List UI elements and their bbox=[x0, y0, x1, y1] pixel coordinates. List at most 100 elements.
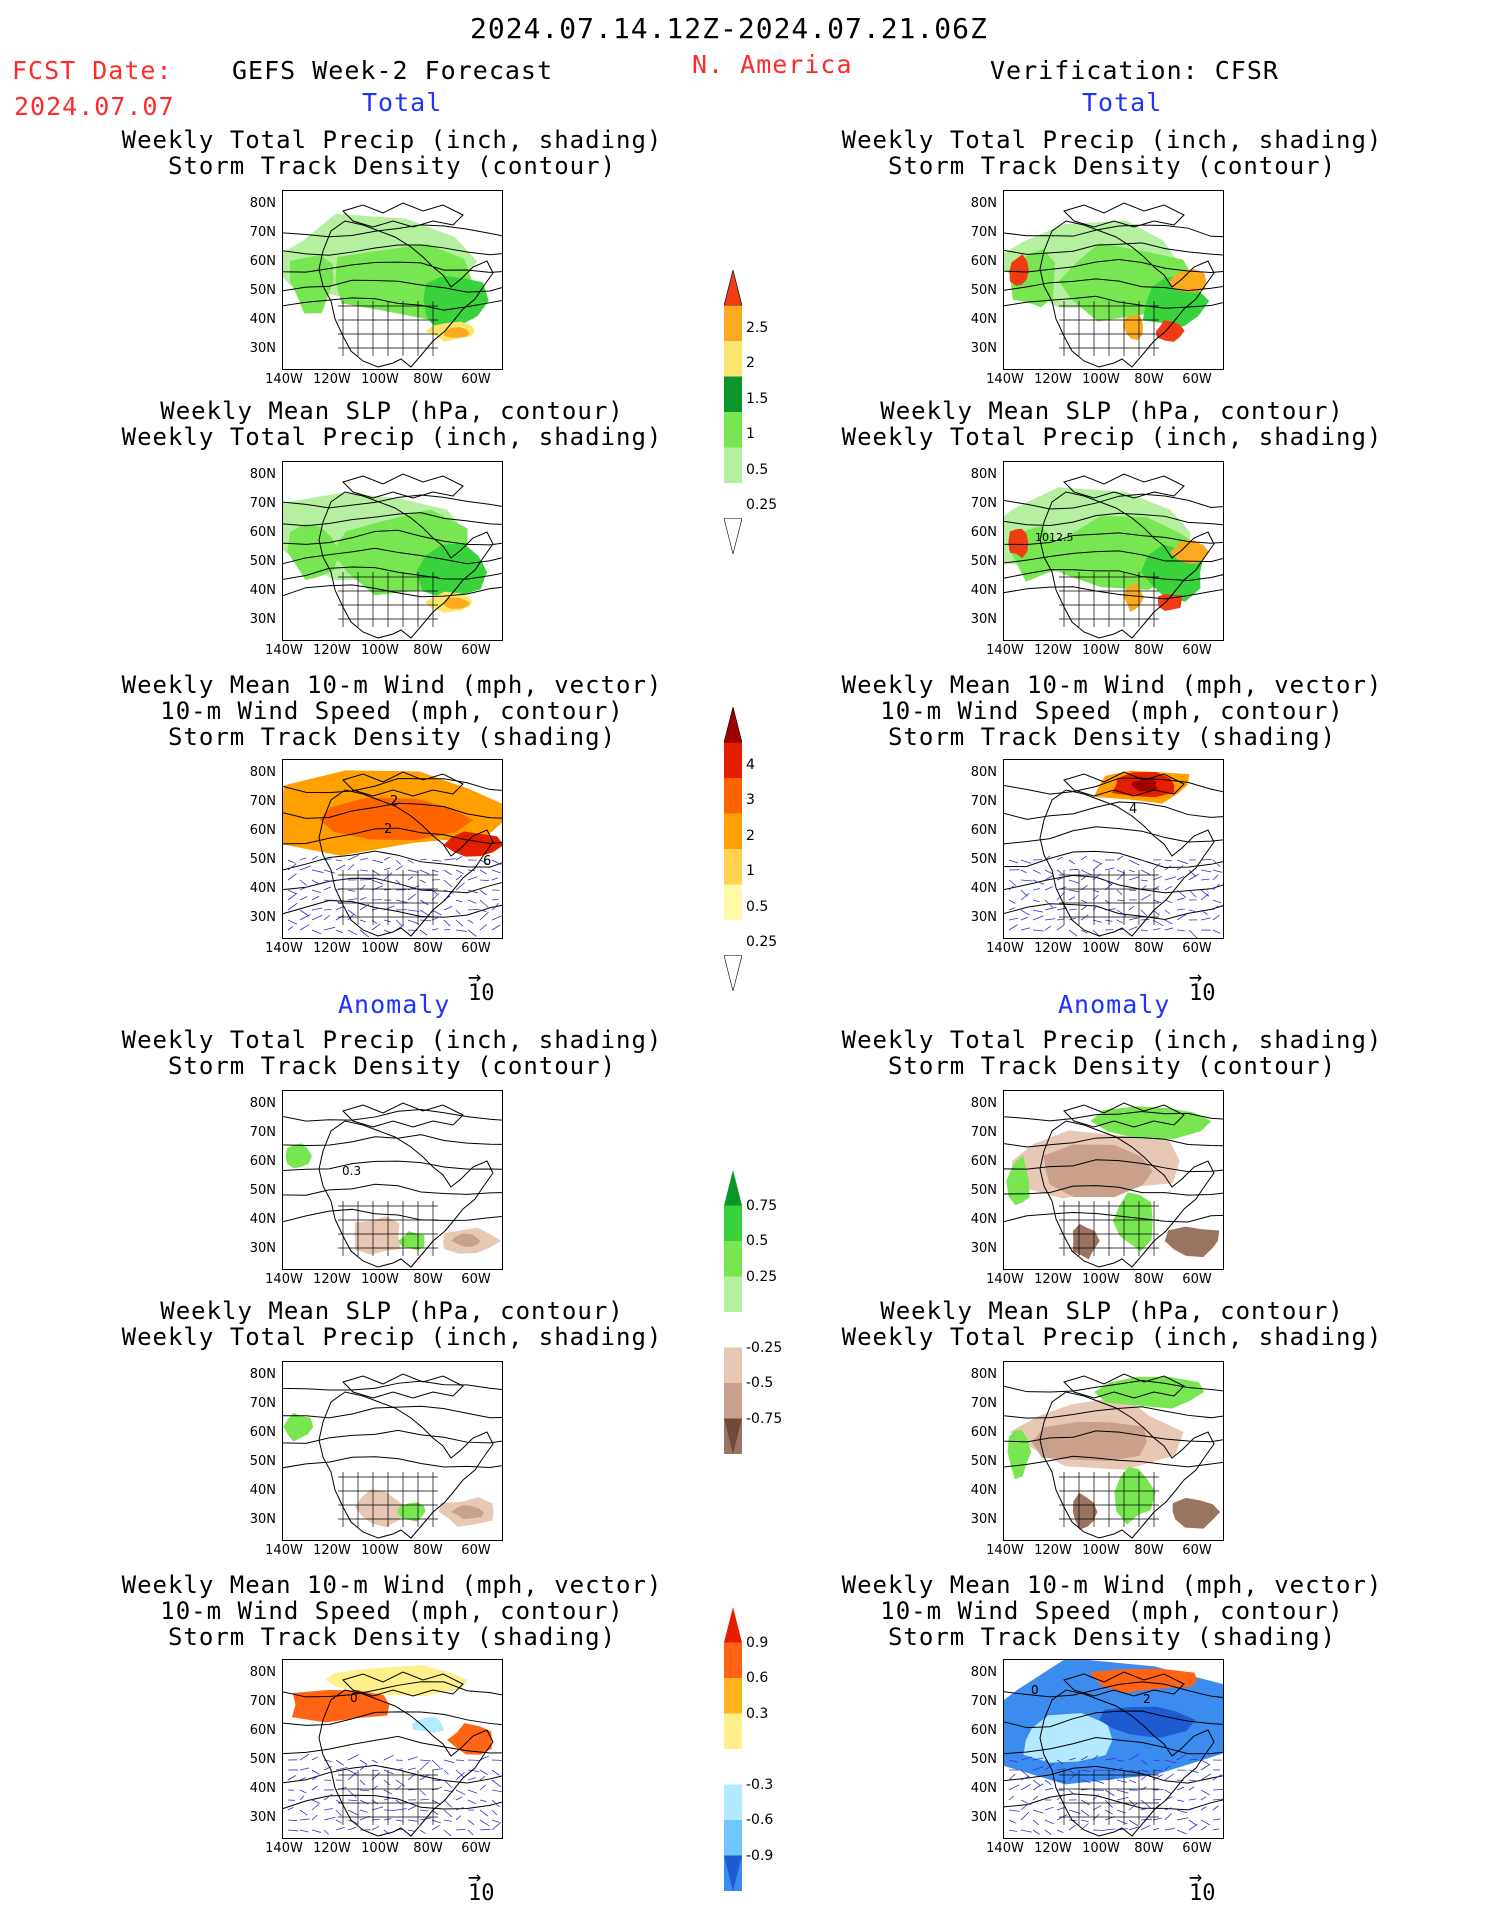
lat-tick-label: 40N bbox=[970, 881, 997, 896]
wind-vector bbox=[1080, 899, 1087, 904]
wind-speed-contour bbox=[1004, 1681, 1223, 1699]
lat-tick-label: 80N bbox=[249, 765, 276, 780]
lon-tick-label: 140W bbox=[265, 372, 303, 387]
wind-vector bbox=[299, 909, 310, 917]
wind-vector bbox=[419, 1798, 430, 1801]
lat-tick-label: 70N bbox=[249, 225, 276, 240]
wind-vector bbox=[1128, 859, 1140, 866]
wind-vector bbox=[335, 878, 344, 881]
lon-tick-label: 120W bbox=[313, 643, 351, 658]
wind-vector bbox=[1188, 869, 1197, 878]
wind-vector bbox=[311, 907, 323, 911]
contour-line bbox=[1004, 493, 1223, 510]
wind-vector bbox=[1164, 1807, 1172, 1811]
wind-vector bbox=[1212, 929, 1221, 934]
wind-vector bbox=[1128, 905, 1135, 911]
panel-title-line: Weekly Total Precip (inch, shading) bbox=[121, 423, 663, 451]
wind-vector bbox=[419, 1759, 431, 1762]
wind-vector bbox=[1128, 876, 1140, 881]
arctic-islands bbox=[1063, 1671, 1185, 1697]
colorbar-segment bbox=[724, 1170, 742, 1206]
panel-title-line: Storm Track Density (shading) bbox=[887, 723, 1337, 751]
wind-vector bbox=[287, 889, 297, 895]
anomaly-shading bbox=[1094, 1376, 1205, 1409]
wind-vector bbox=[1092, 919, 1102, 923]
wind-vector bbox=[287, 1829, 299, 1832]
colorbar-graphic bbox=[723, 706, 743, 992]
wind-vector bbox=[467, 908, 480, 911]
wind-speed-contour bbox=[283, 1735, 502, 1755]
lon-tick-label: 60W bbox=[1182, 1543, 1212, 1558]
colorbar-label: -0.6 bbox=[746, 1812, 774, 1828]
wind-vector bbox=[479, 1769, 488, 1775]
wind-vector bbox=[455, 882, 465, 891]
panel-title-line: Weekly Total Precip (inch, shading) bbox=[841, 126, 1383, 154]
wind-vector bbox=[1008, 859, 1019, 864]
map-graphic bbox=[283, 1665, 502, 1837]
wind-vector bbox=[1056, 924, 1065, 931]
wind-vector bbox=[1020, 879, 1033, 882]
wind-vector bbox=[1068, 917, 1076, 921]
coastline bbox=[1039, 1120, 1215, 1268]
lon-tick-label: 80W bbox=[1134, 643, 1164, 658]
wind-vector bbox=[1176, 1817, 1189, 1821]
wind-vector bbox=[371, 923, 381, 931]
colorbar-segment bbox=[724, 1678, 742, 1714]
wind-vector bbox=[1032, 1766, 1044, 1771]
wind-vector bbox=[479, 1755, 490, 1761]
wind-vector bbox=[1008, 1795, 1014, 1801]
colorbar-segment bbox=[724, 1418, 742, 1454]
wind-vector bbox=[1068, 859, 1075, 865]
lon-tick-label: 80W bbox=[413, 643, 443, 658]
panel-title-line: Weekly Mean 10-m Wind (mph, vector) bbox=[841, 1571, 1383, 1599]
wind-speed-contour bbox=[283, 802, 502, 819]
wind-vector bbox=[1152, 1827, 1160, 1831]
wind-vector bbox=[1008, 1784, 1020, 1791]
wind-speed-contour bbox=[1004, 1710, 1223, 1729]
contour-line bbox=[283, 224, 502, 238]
vector-reference-label: 10 bbox=[1189, 981, 1216, 1006]
wind-vector bbox=[1020, 1829, 1032, 1833]
wind-vector bbox=[311, 1785, 318, 1791]
wind-vector bbox=[479, 1819, 490, 1827]
wind-vector bbox=[1176, 1754, 1186, 1761]
wind-vector bbox=[1188, 1779, 1198, 1782]
wind-vector bbox=[1044, 918, 1056, 921]
wind-vector bbox=[467, 1777, 477, 1781]
lon-tick-label: 140W bbox=[265, 1841, 303, 1856]
wind-vector bbox=[1116, 1767, 1124, 1771]
wind-vector bbox=[1164, 899, 1173, 904]
contour-line bbox=[1004, 569, 1223, 581]
lon-tick-label: 100W bbox=[361, 372, 399, 387]
colorbar-graphic bbox=[724, 1607, 742, 1891]
wind-vector bbox=[443, 879, 453, 888]
lon-tick-label: 120W bbox=[1034, 372, 1072, 387]
wind-vector bbox=[347, 854, 359, 861]
wind-vector bbox=[407, 1805, 417, 1811]
wind-speed-contour bbox=[1004, 874, 1223, 894]
wind-vector bbox=[1152, 876, 1162, 881]
wind-speed-contour bbox=[283, 777, 502, 794]
map-panel-slp-gefs bbox=[282, 461, 503, 641]
lon-tick-label: 100W bbox=[1082, 1841, 1120, 1856]
wind-vector bbox=[1176, 865, 1184, 871]
wind-vector bbox=[455, 869, 464, 875]
wind-vector bbox=[395, 859, 402, 865]
panel-title-line: Weekly Mean 10-m Wind (mph, vector) bbox=[121, 1571, 663, 1599]
wind-vector bbox=[491, 898, 499, 901]
anomaly-shading bbox=[451, 1504, 484, 1520]
anomaly-shading bbox=[1072, 1492, 1098, 1530]
anomaly-shading bbox=[1164, 1226, 1220, 1258]
wind-vector bbox=[383, 1779, 391, 1786]
wind-vector bbox=[1032, 1783, 1044, 1791]
wind-vector bbox=[407, 1773, 416, 1781]
panel-title-line: Weekly Mean SLP (hPa, contour) bbox=[880, 1297, 1344, 1325]
wind-vector bbox=[359, 879, 372, 881]
wind-vector bbox=[467, 1829, 474, 1836]
wind-vector bbox=[1212, 905, 1219, 911]
map-graphic bbox=[1004, 1660, 1223, 1837]
lon-tick-label: 140W bbox=[265, 1272, 303, 1287]
wind-vector bbox=[1032, 899, 1040, 903]
colorbar-precip-anomaly bbox=[724, 1170, 742, 1454]
wind-vector bbox=[347, 889, 355, 892]
